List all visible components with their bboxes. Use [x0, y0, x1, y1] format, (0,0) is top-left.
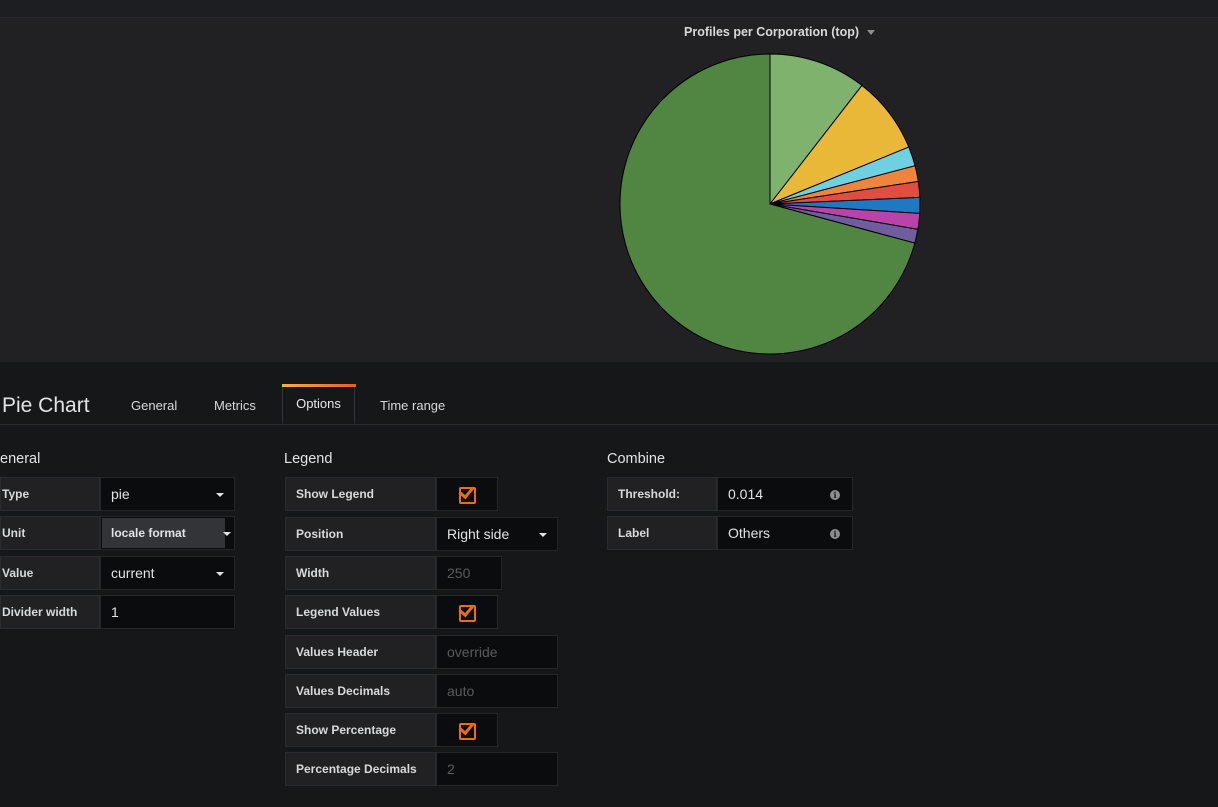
unit-row: Unit locale format [0, 516, 236, 550]
panel-title: Profiles per Corporation (top) [684, 25, 859, 39]
values-header-label: Values Header [285, 635, 436, 669]
tab-options[interactable]: Options [282, 384, 356, 424]
value-row: Value current [0, 556, 236, 590]
type-select[interactable]: pie [100, 477, 235, 511]
tab-general[interactable]: General [131, 398, 178, 413]
editor-title: Pie Chart [2, 394, 90, 417]
value-label: Value [0, 556, 100, 590]
show-legend-label: Show Legend [285, 477, 436, 511]
show-percentage-label: Show Percentage [285, 713, 436, 747]
value-select-value: current [111, 565, 155, 581]
checkbox-box [459, 605, 476, 622]
top-navbar [0, 0, 1218, 18]
position-select-value: Right side [447, 526, 510, 542]
percentage-decimals-input[interactable]: 2 [436, 752, 558, 786]
legend-section-title: Legend [284, 451, 333, 467]
legend-values-row: Legend Values [285, 595, 499, 629]
unit-picker-value: locale format [102, 518, 225, 548]
panel-title-menu[interactable]: Profiles per Corporation (top) [684, 25, 875, 39]
threshold-value: 0.014 [728, 486, 764, 502]
info-icon[interactable]: i [830, 490, 840, 500]
width-input[interactable]: 250 [436, 556, 502, 590]
position-row: Position Right side [285, 517, 559, 551]
width-label: Width [285, 556, 436, 590]
unit-label: Unit [0, 516, 100, 550]
threshold-row: Threshold: 0.014 i [607, 477, 854, 511]
threshold-input[interactable]: 0.014 i [717, 477, 853, 511]
legend-values-label: Legend Values [285, 595, 436, 629]
caret-down-icon [223, 532, 231, 536]
tab-time-range[interactable]: Time range [380, 398, 446, 413]
tab-options-label: Options [296, 396, 341, 411]
values-header-input[interactable]: override [436, 635, 558, 669]
pie-chart [619, 53, 921, 355]
values-decimals-label: Values Decimals [285, 674, 436, 708]
pie-chart-panel: Profiles per Corporation (top) [0, 18, 1218, 362]
show-percentage-row: Show Percentage [285, 713, 499, 747]
combine-label-label: Label [607, 516, 717, 550]
unit-picker[interactable]: locale format [100, 516, 235, 550]
type-row: Type pie [0, 477, 236, 511]
pie-slice-9[interactable] [619, 53, 916, 355]
position-label: Position [285, 517, 436, 551]
value-select[interactable]: current [100, 556, 235, 590]
label-row: Label Others i [607, 516, 854, 550]
pie-slice-1[interactable] [769, 53, 863, 206]
width-row: Width 250 [285, 556, 503, 590]
percentage-decimals-row: Percentage Decimals 2 [285, 752, 559, 786]
combine-label-value: Others [728, 525, 771, 541]
caret-down-icon [539, 533, 547, 537]
divider-width-input[interactable]: 1 [100, 595, 235, 629]
combine-label-input[interactable]: Others i [717, 516, 853, 550]
threshold-label: Threshold: [607, 477, 717, 511]
divider-width-row: Divider width 1 [0, 595, 236, 629]
legend-values-checkbox[interactable] [436, 595, 498, 629]
info-icon[interactable]: i [830, 529, 840, 539]
show-legend-row: Show Legend [285, 477, 499, 511]
checkbox-box [459, 487, 476, 504]
position-select[interactable]: Right side [436, 517, 558, 551]
values-header-row: Values Header override [285, 635, 559, 669]
panel-editor: Pie Chart General Metrics Options Time r… [0, 362, 1218, 807]
chevron-down-icon [867, 30, 875, 35]
show-percentage-checkbox[interactable] [436, 713, 498, 747]
type-label: Type [0, 477, 100, 511]
general-section-title: eneral [0, 451, 41, 467]
combine-section-title: Combine [607, 451, 666, 467]
values-decimals-placeholder: auto [447, 683, 475, 699]
active-tab-indicator [282, 384, 356, 387]
values-decimals-input[interactable]: auto [436, 674, 558, 708]
type-select-value: pie [111, 486, 130, 502]
checkbox-box [459, 723, 476, 740]
tab-metrics[interactable]: Metrics [214, 398, 256, 413]
caret-down-icon [216, 572, 224, 576]
caret-down-icon [216, 493, 224, 497]
editor-header: Pie Chart General Metrics Options Time r… [0, 362, 1218, 425]
percentage-decimals-label: Percentage Decimals [285, 752, 436, 786]
divider-width-label: Divider width [0, 595, 100, 629]
show-legend-checkbox[interactable] [436, 477, 498, 511]
width-input-placeholder: 250 [447, 565, 471, 581]
values-decimals-row: Values Decimals auto [285, 674, 559, 708]
values-header-placeholder: override [447, 644, 498, 660]
percentage-decimals-placeholder: 2 [447, 761, 455, 777]
